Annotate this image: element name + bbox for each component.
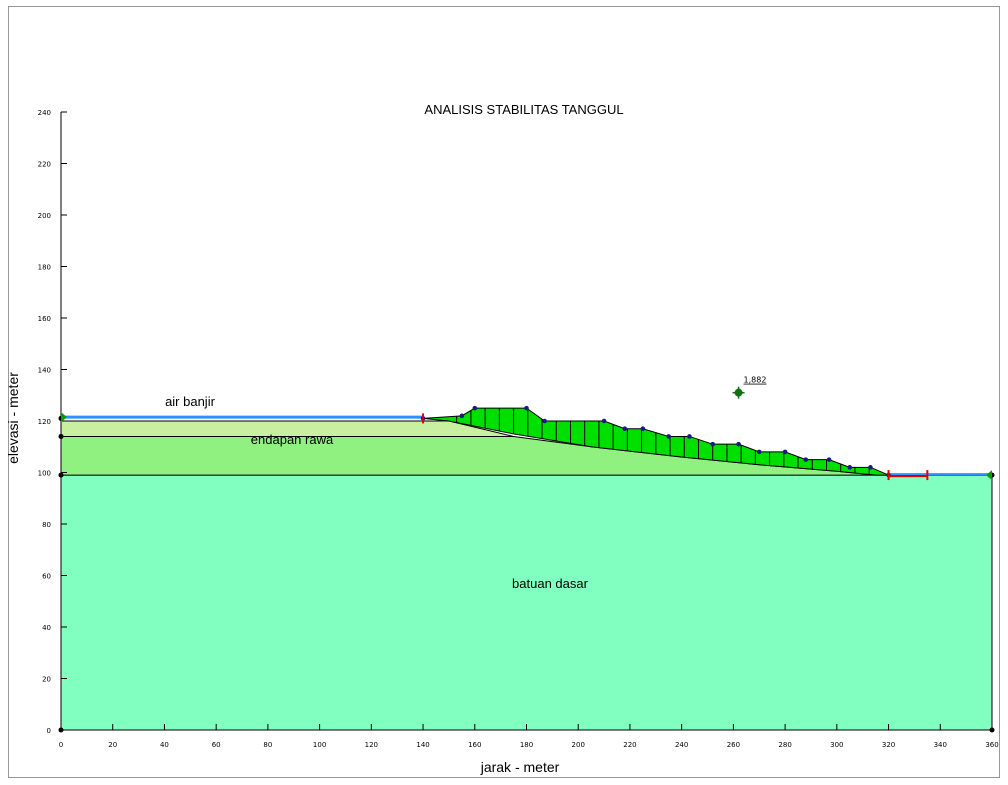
profile-vertex	[687, 434, 692, 439]
region-bedrock	[60, 474, 993, 731]
profile-vertex	[601, 418, 607, 424]
y-tick-label: 80	[42, 521, 51, 529]
factor-of-safety: 1,882	[732, 376, 767, 399]
x-tick-label: 40	[160, 741, 169, 749]
x-tick-label: 220	[623, 741, 636, 749]
water-marker-right	[986, 470, 992, 481]
axes: 0 20 40 60 80 100 120 140 160 180 200 220 240 260 280 3…	[38, 109, 999, 749]
y-tick-label: 60	[42, 573, 51, 581]
boundary-vertex	[58, 727, 64, 733]
profile-vertex	[736, 441, 741, 447]
x-tick-label: 320	[882, 741, 895, 749]
y-axis-title: elevasi - meter	[5, 372, 21, 464]
x-tick-label: 340	[934, 741, 947, 749]
profile-vertex	[868, 465, 873, 470]
boundary-vertex	[989, 727, 995, 733]
x-tick-label: 140	[416, 741, 429, 749]
y-tick-label: 160	[38, 315, 51, 323]
x-tick-label: 240	[675, 741, 688, 749]
soil-layers	[60, 415, 993, 731]
x-tick-label: 360	[985, 741, 998, 749]
boundary-vertex	[58, 472, 64, 478]
y-tick-label: 240	[38, 109, 51, 117]
x-tick-label: 180	[520, 741, 533, 749]
x-tick-label: 260	[727, 741, 740, 749]
x-tick-label: 20	[108, 741, 117, 749]
y-tick-label: 100	[38, 470, 51, 478]
profile-vertex	[472, 405, 478, 411]
profile-vertex	[666, 434, 672, 439]
chart-title: ANALISIS STABILITAS TANGGUL	[424, 102, 623, 117]
boundary-vertex	[58, 433, 64, 439]
profile-vertex	[542, 418, 547, 424]
x-tick-label: 280	[778, 741, 791, 749]
label-endapan-rawa: endapan rawa	[251, 432, 334, 447]
profile-vertex	[756, 449, 762, 455]
water-marker-left	[61, 412, 67, 423]
x-tick-label: 60	[212, 741, 221, 749]
levee-slices	[420, 405, 929, 481]
y-tick-label: 120	[38, 418, 51, 426]
label-batuan-dasar: batuan dasar	[512, 576, 589, 591]
profile-vertex	[622, 426, 628, 432]
y-tick-label: 140	[38, 367, 51, 375]
x-tick-label: 100	[313, 741, 326, 749]
y-tick-label: 220	[38, 161, 51, 169]
x-tick-label: 160	[468, 741, 481, 749]
profile-vertex	[826, 457, 832, 462]
x-tick-label: 80	[263, 741, 272, 749]
profile-vertex	[640, 426, 646, 432]
x-axis-title: jarak - meter	[480, 759, 560, 775]
x-tick-label: 200	[572, 741, 585, 749]
profile-vertex	[782, 449, 788, 455]
label-air-banjir: air banjir	[165, 394, 216, 409]
y-tick-label: 20	[42, 676, 51, 684]
y-tick-label: 40	[42, 624, 51, 632]
profile-vertex	[803, 457, 809, 462]
y-tick-label: 200	[38, 212, 51, 220]
profile-vertex	[847, 465, 853, 470]
fos-value: 1,882	[744, 376, 767, 385]
x-tick-label: 300	[830, 741, 843, 749]
profile-vertex	[459, 413, 465, 419]
profile-vertex	[710, 441, 715, 447]
profile-vertex	[524, 405, 529, 411]
y-tick-label: 0	[47, 727, 51, 735]
x-tick-label: 120	[365, 741, 378, 749]
x-tick-label: 0	[59, 741, 63, 749]
y-tick-label: 180	[38, 264, 51, 272]
